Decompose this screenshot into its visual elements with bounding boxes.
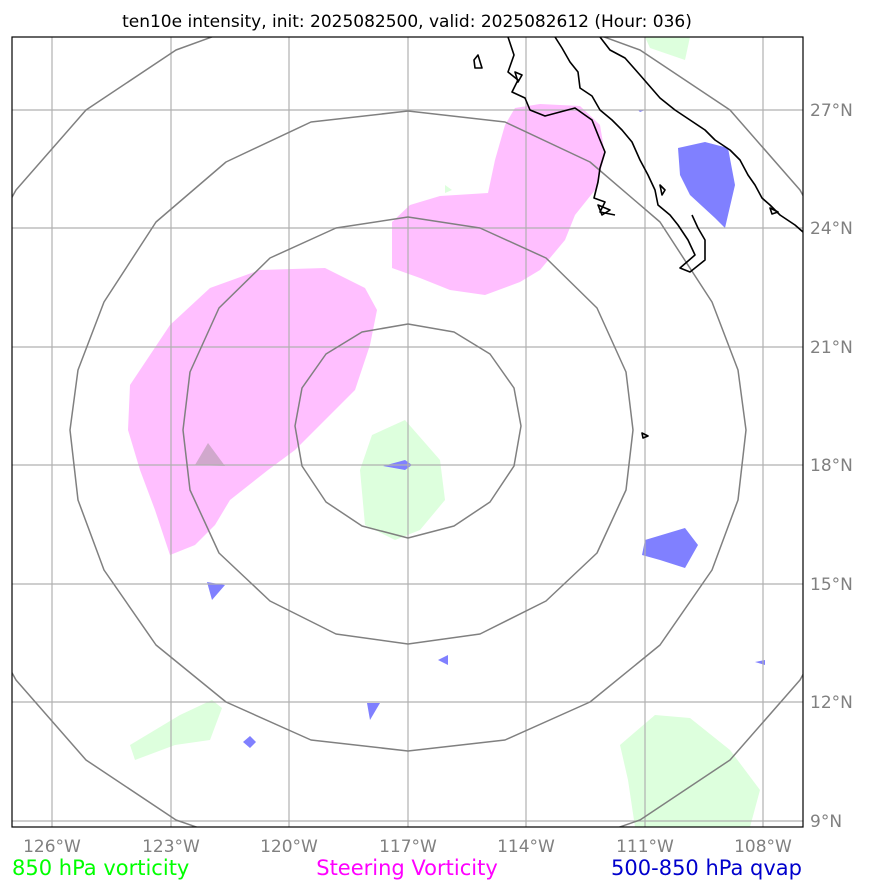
x-tick-label: 114°W — [497, 837, 555, 857]
x-tick-labels: 126°W 123°W 120°W 117°W 114°W 111°W 108°… — [23, 837, 792, 857]
qvap-area — [438, 655, 448, 665]
map-plot-area — [12, 37, 803, 827]
range-ring-2 — [182, 216, 634, 645]
qvap-area — [243, 736, 256, 748]
legend-entry-850-vorticity: 850 hPa vorticity — [12, 856, 189, 880]
vorticity-850-area — [620, 715, 760, 827]
coastline-mainland — [599, 37, 803, 233]
x-tick-label: 123°W — [142, 837, 200, 857]
qvap-area — [678, 142, 735, 228]
qvap-area — [642, 528, 698, 568]
coastline-baja-east — [554, 37, 706, 273]
x-tick-label: 126°W — [23, 837, 81, 857]
y-tick-label: 9°N — [810, 812, 842, 832]
legend-entry-qvap: 500-850 hPa qvap — [611, 856, 802, 880]
x-tick-label: 108°W — [734, 837, 792, 857]
vorticity-850-layer — [130, 37, 760, 827]
map-title: ten10e intensity, init: 2025082500, vali… — [122, 12, 692, 32]
coastline-islands — [473, 54, 779, 439]
vorticity-850-area — [645, 37, 690, 60]
y-tick-label: 24°N — [810, 219, 853, 239]
y-tick-label: 27°N — [810, 101, 853, 121]
y-tick-label: 12°N — [810, 693, 853, 713]
y-tick-label: 18°N — [810, 456, 853, 476]
x-tick-label: 120°W — [260, 837, 318, 857]
steering-vorticity-layer — [128, 104, 605, 555]
range-ring-1 — [294, 323, 522, 539]
steering-vorticity-area — [392, 104, 605, 295]
vorticity-850-area — [130, 700, 222, 760]
range-rings — [12, 37, 803, 827]
qvap-layer — [207, 110, 765, 748]
coastline — [473, 37, 803, 439]
range-ring-3 — [69, 110, 747, 752]
legend: 850 hPa vorticity Steering Vorticity 500… — [12, 856, 802, 880]
qvap-area — [367, 703, 380, 720]
x-tick-label: 111°W — [616, 837, 674, 857]
qvap-area — [207, 582, 225, 600]
vorticity-850-area — [360, 420, 445, 540]
steering-vorticity-area — [128, 268, 377, 555]
vorticity-850-area — [445, 185, 452, 193]
y-tick-label: 21°N — [810, 338, 853, 358]
x-tick-label: 117°W — [379, 837, 437, 857]
y-tick-label: 15°N — [810, 575, 853, 595]
plot-frame — [11, 36, 804, 828]
y-tick-labels: 27°N 24°N 21°N 18°N 15°N 12°N 9°N — [810, 101, 853, 832]
steering-vorticity-area — [195, 443, 225, 466]
legend-entry-steering-vorticity: Steering Vorticity — [316, 856, 498, 880]
